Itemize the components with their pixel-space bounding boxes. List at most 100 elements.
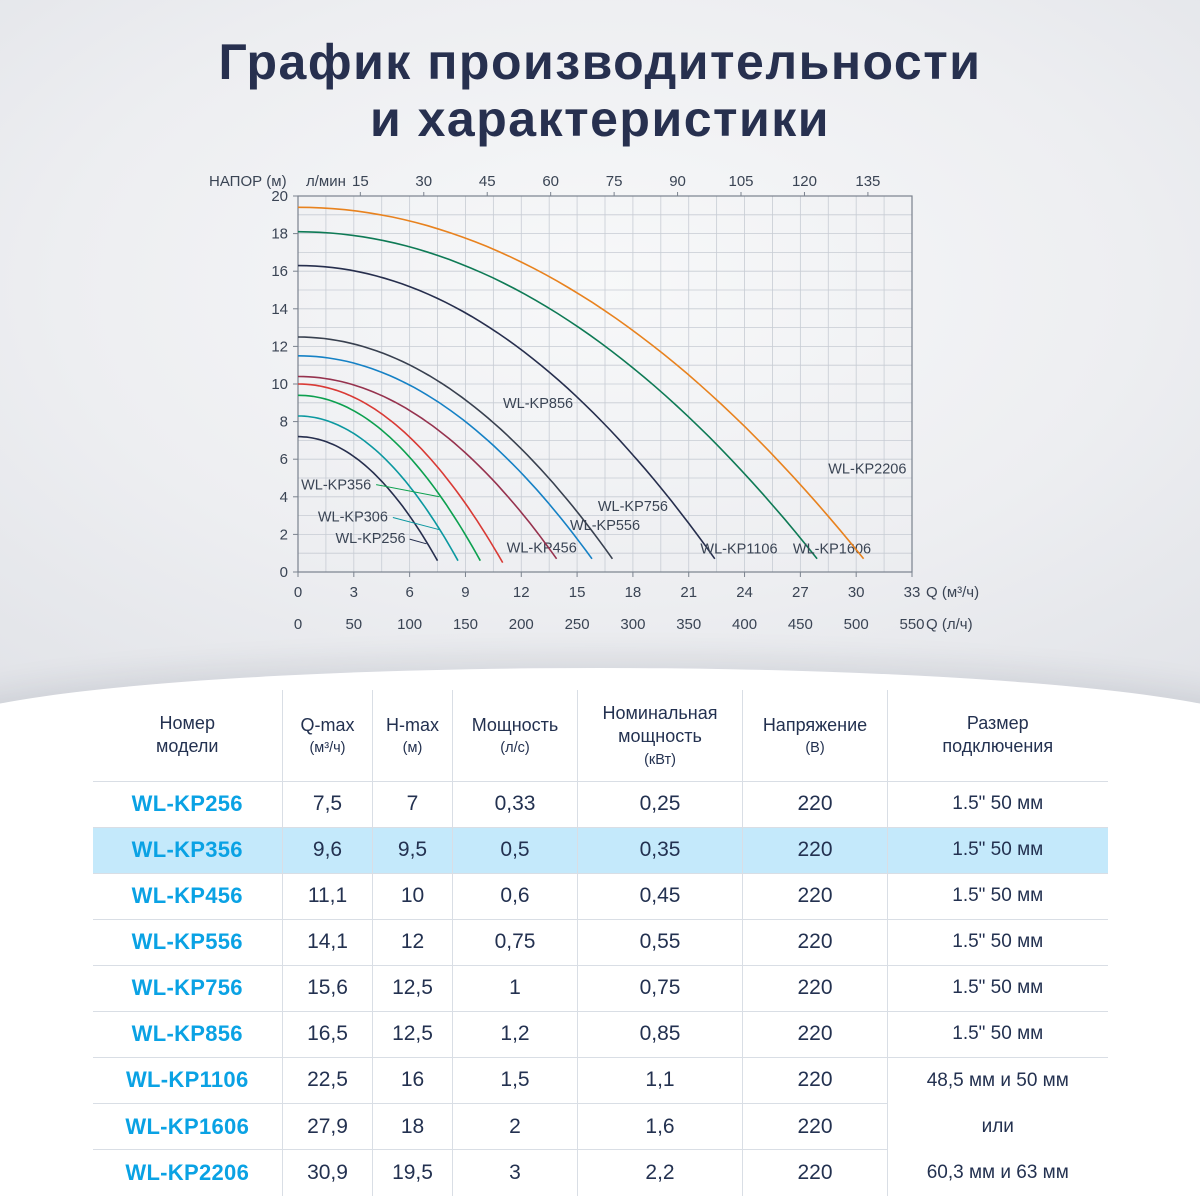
nominal-cell: 0,85	[577, 1011, 743, 1058]
power-cell: 0,75	[452, 919, 578, 966]
power-cell: 2	[452, 1103, 578, 1151]
y-tick-label: 16	[271, 263, 288, 280]
spec-table: Номер модели Q-max (м³/ч) H-max (м) Мощность (л…	[92, 690, 1108, 1196]
qmax-cell: 27,9	[282, 1103, 373, 1151]
power-cell: 0,33	[452, 781, 578, 828]
y-tick-label: 20	[271, 188, 288, 205]
column-header-text: мощность	[618, 726, 702, 747]
hmax-cell: 12,5	[372, 965, 453, 1012]
nominal-cell: 0,55	[577, 919, 743, 966]
curve-label-WL-KP256: WL-KP256	[336, 531, 406, 547]
model-cell: WL-KP1106	[92, 1057, 283, 1104]
table-row-WL-KP356: WL-KP356 9,6 9,5 0,5 0,35 220 1.5" 50 мм	[92, 827, 1108, 874]
power-cell: 1,2	[452, 1011, 578, 1058]
hmax-cell: 10	[372, 873, 453, 920]
top-tick-label: 135	[855, 173, 880, 190]
top-tick-label: 75	[606, 173, 623, 190]
y-axis-label: НАПОР (м)	[209, 173, 287, 190]
column-header-unit: (кВт)	[644, 751, 676, 768]
power-cell: 1,5	[452, 1057, 578, 1104]
curve-label-WL-KP856: WL-KP856	[503, 396, 573, 412]
top-tick-label: 30	[415, 173, 432, 190]
y-tick-label: 4	[280, 489, 288, 506]
x-tick-label-m3h: 6	[405, 584, 413, 601]
size-cell: 1.5" 50 мм	[887, 1011, 1108, 1058]
curve-label-WL-KP756: WL-KP756	[598, 499, 668, 515]
size-option-line: 48,5 мм и 50 мм	[926, 1069, 1069, 1091]
nominal-cell: 1,6	[577, 1103, 743, 1151]
model-cell: WL-KP456	[92, 873, 283, 920]
voltage-cell: 220	[742, 1011, 888, 1058]
qmax-cell: 9,6	[282, 827, 373, 874]
size-option-line: или	[981, 1115, 1014, 1137]
table-row-WL-KP856: WL-KP856 16,5 12,5 1,2 0,85 220 1.5" 50 мм	[92, 1011, 1108, 1058]
column-header-text: Напряжение	[762, 714, 868, 735]
performance-chart: 0 2 4 6 8 10 12 14 16 18 20 0 3 6 9 12 15 18 21 24 27 30 33 Q (…	[205, 162, 995, 637]
x-tick-label-m3h: 33	[904, 584, 921, 601]
model-cell: WL-KP2206	[125, 1159, 250, 1185]
qmax-cell: 11,1	[282, 873, 373, 920]
y-tick-label: 18	[271, 226, 288, 243]
size-cell: 1.5" 50 мм	[887, 919, 1108, 966]
x-axis-label-m3h: Q (м³/ч)	[926, 584, 979, 601]
power-cell: 0,6	[452, 873, 578, 920]
column-header: Напряжение (В)	[742, 690, 888, 782]
pump-curve-WL-KP456	[297, 383, 504, 564]
column-header-unit: (м)	[402, 740, 423, 757]
y-tick-label: 0	[280, 564, 288, 581]
hmax-cell: 7	[372, 781, 453, 828]
voltage-cell: 220	[742, 919, 888, 966]
size-cell: 1.5" 50 мм	[887, 965, 1108, 1012]
hmax-cell: 16	[372, 1057, 453, 1104]
curve-label-leader	[392, 516, 440, 531]
voltage-cell: 220	[742, 873, 888, 920]
x-tick-label-lh: 400	[732, 616, 757, 632]
curve-label-WL-KP456: WL-KP456	[507, 541, 577, 557]
voltage-cell: 220	[742, 1103, 888, 1151]
size-cell: 1.5" 50 мм	[887, 781, 1108, 828]
spec-table-head-row: Номер модели Q-max (м³/ч) H-max (м) Мощность (л…	[92, 690, 1108, 782]
x-tick-label-lh: 200	[509, 616, 534, 632]
hmax-cell: 12	[372, 919, 453, 966]
hmax-cell: 18	[372, 1103, 453, 1151]
column-header: H-max (м)	[372, 690, 453, 782]
nominal-cell: 0,35	[577, 827, 743, 874]
y-tick-label: 10	[271, 376, 288, 393]
x-tick-label-lh: 250	[565, 616, 590, 632]
x-tick-label-lh: 450	[788, 616, 813, 632]
x-tick-label-m3h: 0	[294, 584, 302, 601]
column-header-text: Q-max	[300, 714, 355, 735]
qmax-cell: 7,5	[282, 781, 373, 828]
curve-label-leader	[376, 484, 440, 498]
table-row-WL-KP1106: WL-KP1106 22,5 16 1,5 1,1 220 48,5 мм и 50 мм и…	[92, 1057, 1108, 1196]
spec-table-body: WL-KP256 7,5 7 0,33 0,25 220 1.5" 50 мм WL-KP35…	[92, 781, 1108, 1196]
y-tick-label: 6	[280, 451, 288, 468]
nominal-cell: 1,1	[577, 1057, 743, 1104]
x-tick-label-m3h: 24	[736, 584, 753, 601]
qmax-cell: 16,5	[282, 1011, 373, 1058]
page-title-line1: График производительности	[218, 34, 982, 90]
pump-curve-WL-KP556	[297, 375, 558, 560]
x-tick-label-m3h: 18	[625, 584, 642, 601]
x-tick-label-m3h: 27	[792, 584, 809, 601]
hmax-cell: 12,5	[372, 1011, 453, 1058]
table-row-WL-KP456: WL-KP456 11,1 10 0,6 0,45 220 1.5" 50 мм	[92, 873, 1108, 920]
size-option-line: 60,3 мм и 63 мм	[926, 1161, 1069, 1183]
model-cell: WL-KP756	[92, 965, 283, 1012]
size-cell: 1.5" 50 мм	[887, 827, 1108, 874]
column-header: Номинальная мощность (кВт)	[577, 690, 743, 782]
column-header-text: Мощность	[471, 714, 559, 735]
pump-curve-WL-KP856	[297, 336, 614, 560]
top-tick-label: 120	[792, 173, 817, 190]
qmax-cell: 30,9	[282, 1149, 373, 1196]
top-axis-label: л/мин	[306, 173, 346, 190]
size-cell-merged: 48,5 мм и 50 мм или 60,3 мм и 63 мм	[887, 1057, 1108, 1196]
hmax-cell: 19,5	[372, 1149, 453, 1196]
table-row-WL-KP1606: WL-KP1606 27,9 18 2 1,6 220	[92, 1103, 1108, 1151]
x-tick-label-m3h: 12	[513, 584, 530, 601]
model-cell: WL-KP1606	[92, 1103, 283, 1151]
top-tick-label: 90	[669, 173, 686, 190]
nominal-cell: 0,75	[577, 965, 743, 1012]
column-header-text: Номер	[159, 712, 215, 733]
table-row-WL-KP256: WL-KP256 7,5 7 0,33 0,25 220 1.5" 50 мм	[92, 781, 1108, 828]
